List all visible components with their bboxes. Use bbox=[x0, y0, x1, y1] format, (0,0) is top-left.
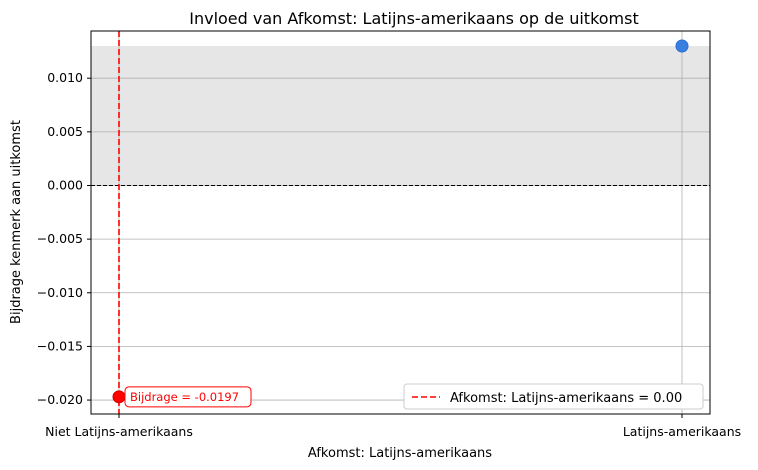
legend-box bbox=[403, 383, 704, 410]
y-tick-label: 0.010 bbox=[47, 70, 83, 85]
x-tick-label: Niet Latijns-amerikaans bbox=[45, 424, 193, 439]
positive-band bbox=[91, 46, 710, 186]
x-axis: Niet Latijns-amerikaans Latijns-amerikaan… bbox=[45, 414, 741, 439]
legend: Afkomst: Latijns-amerikaans = 0.00 bbox=[403, 383, 704, 410]
x-tick-label: Latijns-amerikaans bbox=[623, 424, 741, 439]
y-tick-label: −0.020 bbox=[37, 392, 83, 407]
annotation-text: Bijdrage = -0.0197 bbox=[130, 390, 239, 404]
y-tick-label: −0.010 bbox=[37, 285, 83, 300]
y-tick-label: −0.005 bbox=[37, 231, 83, 246]
data-point bbox=[675, 39, 689, 53]
y-axis: −0.020 −0.015 −0.010 −0.005 0.000 0.005 0.010 bbox=[37, 70, 91, 407]
y-tick-label: −0.015 bbox=[37, 338, 83, 353]
plot-frame bbox=[90, 30, 711, 415]
legend-label: Afkomst: Latijns-amerikaans = 0.00 bbox=[450, 391, 682, 406]
chart-title: Invloed van Afkomst: Latijns-amerikaans … bbox=[189, 9, 639, 28]
y-tick-label: 0.005 bbox=[47, 124, 83, 139]
highlight-annotation: Bijdrage = -0.0197 bbox=[124, 386, 252, 408]
highlight-point bbox=[112, 390, 126, 404]
annotation-box bbox=[124, 386, 252, 408]
x-axis-label: Afkomst: Latijns-amerikaans bbox=[308, 446, 492, 461]
plot-area: Bijdrage = -0.0197 bbox=[90, 30, 711, 415]
y-axis-label: Bijdrage kenmerk aan uitkomst bbox=[9, 120, 24, 324]
y-tick-label: 0.000 bbox=[47, 177, 83, 192]
